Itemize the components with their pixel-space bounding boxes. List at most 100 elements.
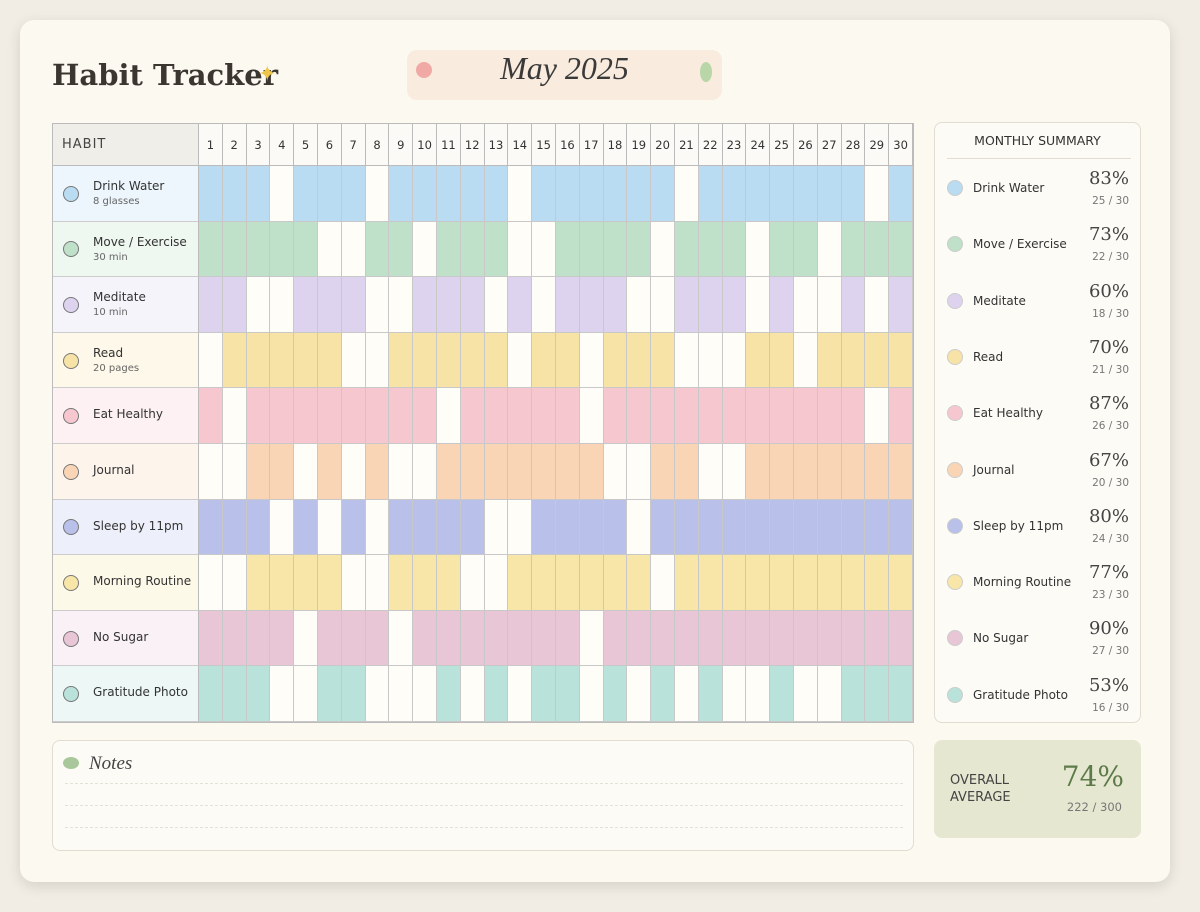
day-cell xyxy=(508,444,533,500)
day-cell xyxy=(841,166,866,222)
summary-name: Morning Routine xyxy=(973,575,1072,590)
habit-name: Journal xyxy=(93,463,135,477)
day-cell xyxy=(389,555,414,611)
day-label: 23 xyxy=(722,124,747,166)
day-cell xyxy=(579,610,604,667)
day-cell xyxy=(246,555,271,611)
summary-percent: 67% xyxy=(1088,449,1129,471)
day-cell xyxy=(675,277,699,333)
day-label: 30 xyxy=(889,124,913,166)
day-cell xyxy=(365,221,390,278)
day-cell xyxy=(389,499,414,556)
day-cell xyxy=(865,666,890,722)
day-cell xyxy=(437,499,461,556)
day-cell xyxy=(484,610,509,667)
day-cell xyxy=(389,610,414,667)
habit-icon xyxy=(63,630,79,647)
day-cell xyxy=(437,166,461,222)
day-cell xyxy=(341,221,366,278)
day-cell xyxy=(199,332,223,389)
day-cell xyxy=(437,332,461,389)
day-cell xyxy=(294,388,318,444)
summary-count: 25 / 30 xyxy=(1092,195,1129,207)
day-cell xyxy=(556,277,580,333)
day-label: 10 xyxy=(413,124,437,166)
day-cell xyxy=(651,666,675,722)
day-cell xyxy=(437,277,461,333)
day-cell xyxy=(675,166,699,222)
day-cell xyxy=(770,666,794,722)
summary-percent: 53% xyxy=(1088,674,1129,696)
day-cell xyxy=(199,277,223,333)
summary-dot xyxy=(947,574,963,591)
day-cell xyxy=(365,166,390,222)
day-cell xyxy=(556,499,580,556)
habit-icon xyxy=(63,296,79,313)
day-cell xyxy=(579,388,604,444)
day-cell xyxy=(698,444,723,500)
day-label: 11 xyxy=(437,124,461,166)
day-cell xyxy=(318,555,342,611)
day-cell xyxy=(270,610,295,667)
day-cell xyxy=(770,610,794,667)
day-cell xyxy=(199,166,223,222)
day-cell xyxy=(627,166,652,222)
day-label: 19 xyxy=(627,124,652,166)
day-cell xyxy=(318,499,342,556)
day-cell xyxy=(675,221,699,278)
day-cell xyxy=(746,166,771,222)
day-cell xyxy=(603,666,628,722)
day-cell xyxy=(865,555,890,611)
summary-percent: 90% xyxy=(1088,618,1129,640)
summary-count: 24 / 30 xyxy=(1092,532,1129,545)
day-cell xyxy=(794,388,818,444)
day-cell xyxy=(484,444,509,500)
day-cell xyxy=(889,499,913,556)
day-label: 12 xyxy=(460,124,485,166)
habit-label: Morning Routine xyxy=(53,555,199,611)
day-cell xyxy=(651,499,675,556)
day-cell xyxy=(579,277,604,333)
day-cell xyxy=(889,221,913,278)
habit-icon xyxy=(63,686,79,703)
summary-name: Read xyxy=(973,349,1004,364)
day-cell xyxy=(841,499,866,556)
day-cell xyxy=(270,332,295,389)
day-cell xyxy=(627,499,652,556)
day-cell xyxy=(508,555,533,611)
summary-title: MONTHLY SUMMARY xyxy=(974,133,1101,148)
day-cell xyxy=(294,444,318,500)
day-cell xyxy=(722,388,747,444)
summary-name: Meditate xyxy=(973,293,1026,308)
day-cell xyxy=(532,555,556,611)
summary-count: 21 / 30 xyxy=(1092,363,1129,376)
day-cell xyxy=(651,444,675,500)
day-label: 28 xyxy=(841,124,866,166)
day-cell xyxy=(413,610,437,667)
day-cell xyxy=(532,388,556,444)
day-cell xyxy=(246,610,271,667)
day-label: 3 xyxy=(246,124,271,166)
day-cell xyxy=(817,332,842,389)
day-cell xyxy=(318,332,342,389)
day-cell xyxy=(698,332,723,389)
column-header: HABIT xyxy=(53,124,199,166)
day-cell xyxy=(675,499,699,556)
day-cell xyxy=(294,555,318,611)
day-cell xyxy=(341,610,366,667)
day-cell xyxy=(413,332,437,389)
day-label: 29 xyxy=(865,124,890,166)
day-cell xyxy=(389,444,414,500)
day-cell xyxy=(865,610,890,667)
day-cell xyxy=(246,666,271,722)
day-cell xyxy=(722,444,747,500)
day-label: 13 xyxy=(484,124,509,166)
day-cell xyxy=(603,332,628,389)
day-cell xyxy=(199,555,223,611)
day-cell xyxy=(579,221,604,278)
day-cell xyxy=(389,277,414,333)
day-cell xyxy=(341,555,366,611)
day-cell xyxy=(865,444,890,500)
day-cell xyxy=(841,555,866,611)
overall-label: OVERALL AVERAGE xyxy=(950,773,1011,805)
